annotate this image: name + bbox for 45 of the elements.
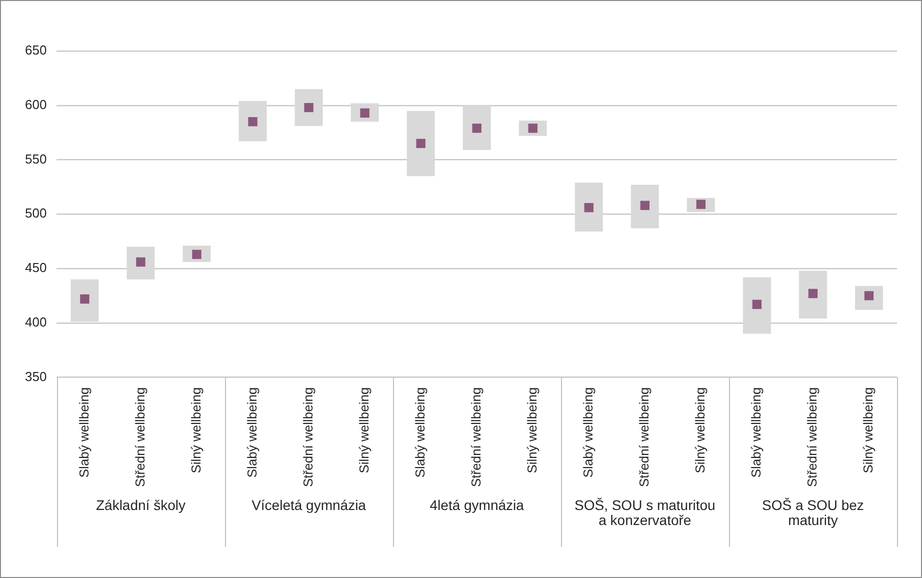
y-tick-label: 350 xyxy=(24,368,47,384)
x-tick-label: Slabý wellbeing xyxy=(412,387,428,478)
x-tick-label: Střední wellbeing xyxy=(636,387,652,488)
y-tick-label: 400 xyxy=(24,314,47,330)
text: Víceletá gymnázia xyxy=(252,497,366,514)
x-tick-label: Silný wellbeing xyxy=(188,387,204,474)
point xyxy=(584,203,594,212)
point xyxy=(808,288,818,298)
bar xyxy=(406,110,435,176)
bar xyxy=(70,279,99,322)
x-tick-label: Střední wellbeing xyxy=(300,387,316,488)
point xyxy=(752,300,762,309)
x-tick-label: Střední wellbeing xyxy=(132,387,148,488)
point xyxy=(416,138,426,148)
text: 4letá gymnázia xyxy=(430,497,524,514)
x-tick-label: Slabý wellbeing xyxy=(748,387,764,478)
y-tick-label: 650 xyxy=(24,42,47,58)
x-tick-label: Střední wellbeing xyxy=(468,387,484,488)
bar xyxy=(462,105,491,150)
bar xyxy=(238,101,267,142)
x-tick-label: Silný wellbeing xyxy=(692,387,708,474)
y-tick-label: 500 xyxy=(24,206,47,221)
x-tick-label: Slabý wellbeing xyxy=(76,387,92,478)
y-tick-label: 600 xyxy=(24,96,47,112)
text: Základní školy xyxy=(96,497,186,514)
y-tick-label: 450 xyxy=(24,260,47,276)
point xyxy=(248,117,258,126)
y-tick-label: 550 xyxy=(24,151,47,166)
x-tick-label: Slabý wellbeing xyxy=(244,387,260,478)
bar xyxy=(294,89,323,126)
x-tick-label: Silný wellbeing xyxy=(860,387,876,474)
point xyxy=(80,294,90,304)
bar xyxy=(574,182,603,232)
point xyxy=(640,200,650,210)
bar xyxy=(798,270,827,319)
x-tick-label: Silný wellbeing xyxy=(356,387,372,474)
text: SOŠ a SOU bez maturity xyxy=(762,497,864,528)
bar xyxy=(742,277,771,334)
bar xyxy=(630,184,659,228)
bar xyxy=(126,246,155,280)
x-tick-label: Slabý wellbeing xyxy=(580,387,596,478)
x-tick-label: Silný wellbeing xyxy=(524,387,540,474)
x-tick-label: Střední wellbeing xyxy=(804,387,820,488)
point xyxy=(472,124,482,133)
text: SOŠ, SOU s maturitou a konzervatoře xyxy=(574,497,716,528)
